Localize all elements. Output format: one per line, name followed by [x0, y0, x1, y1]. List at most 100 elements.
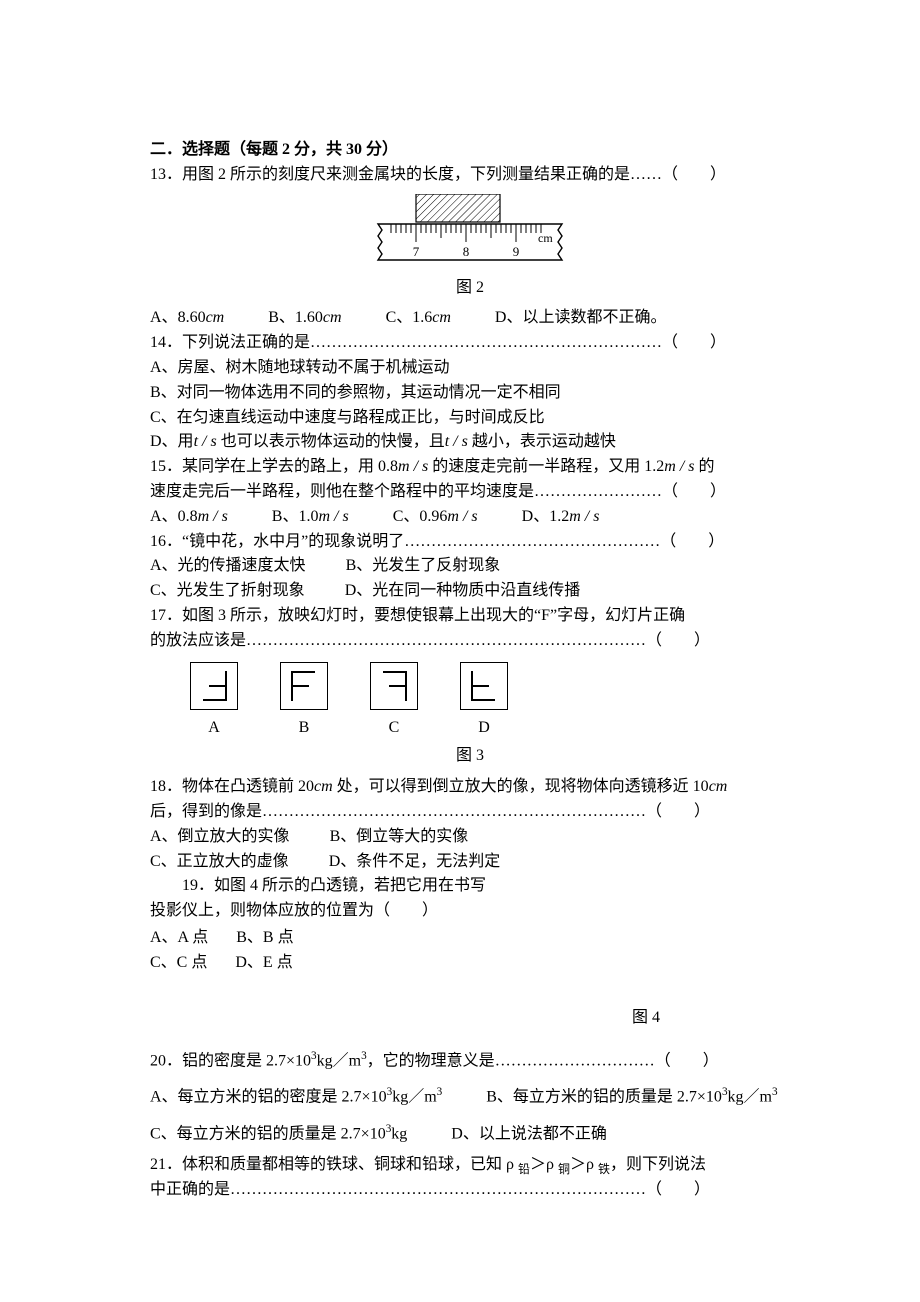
q17-label-b: B [280, 716, 328, 741]
q15-C: 0.96 [419, 508, 447, 525]
q14-optD: D、用t / s 也可以表示物体运动的快慢，且t / s 越小，表示运动越快 [150, 430, 790, 455]
q15-D: 1.2 [549, 508, 569, 525]
q21-l1a: 21．体积和质量都相等的铁球、铜球和铅球，已知 ρ [150, 1156, 518, 1173]
q18-line1: 18．物体在凸透镜前 20cm 处，可以得到倒立放大的像，现将物体向透镜移近 1… [150, 775, 790, 800]
q15-u1: m / s [398, 458, 428, 475]
q19-A: A、A 点 [150, 929, 208, 946]
q14-optA: A、房屋、树木随地球转动不属于机械运动 [150, 356, 790, 381]
q20-Ab: kg／m [392, 1089, 436, 1106]
q16-paren: （ ） [660, 533, 724, 550]
q17-paren: （ ） [646, 632, 710, 649]
q20-Cb: kg [391, 1125, 407, 1142]
q20-Ba: B、每立方米的铝的质量是 2.7×10 [486, 1089, 722, 1106]
q20-D: D、以上说法都不正确 [451, 1125, 607, 1142]
q16-row1: A、光的传播速度太快B、光发生了反射现象 [150, 554, 790, 579]
q18-u2: cm [709, 778, 728, 795]
q16-dots: ………………………………………… [404, 533, 660, 550]
q21-sub2: 铜 [558, 1162, 570, 1176]
q14-paren: （ ） [662, 334, 726, 351]
exam-page: 二．选择题（每题 2 分，共 30 分） 13．用图 2 所示的刻度尺来测金属块… [0, 0, 920, 1302]
q19-caption: 图 4 [150, 1006, 790, 1031]
q20-stem: 20．铝的密度是 2.7×103kg／m3，它的物理意义是…………………………（… [150, 1048, 790, 1074]
q17-l2-lead: 的放法应该是 [150, 632, 246, 649]
q20-paren: （ ） [655, 1053, 719, 1070]
q20-A-s2: 3 [437, 1086, 443, 1098]
q17-label-a: A [190, 716, 238, 741]
q15-dots: …………………… [534, 483, 662, 500]
q18-C: C、正立放大的虚像 [150, 853, 289, 870]
q20-B-s2: 3 [772, 1086, 778, 1098]
q17-figure: A B C [190, 662, 790, 770]
q20-row1: A、每立方米的铝的密度是 2.7×103kg／m3 B、每立方米的铝的质量是 2… [150, 1084, 790, 1110]
q18-A: A、倒立放大的实像 [150, 828, 290, 845]
q21-line2: 中正确的是……………………………………………………………………（ ） [150, 1178, 790, 1203]
q14-optB: B、对同一物体选用不同的参照物，其运动情况一定不相同 [150, 381, 790, 406]
q13-caption: 图 2 [150, 276, 790, 301]
q21-sub1: 铅 [518, 1162, 530, 1176]
section-header: 二．选择题（每题 2 分，共 30 分） [150, 138, 790, 163]
q19-row1: A、A 点 B、B 点 [150, 926, 790, 951]
q15-paren: （ ） [662, 483, 726, 500]
q14-d-post: 越小，表示运动越快 [468, 433, 616, 450]
q16-A: A、光的传播速度太快 [150, 557, 306, 574]
q13-optA-val: 8.60 [178, 309, 206, 326]
q17-box-a: A [190, 662, 238, 741]
q14-d-ts2: t / s [445, 433, 468, 450]
q14-optC: C、在匀速直线运动中速度与路程成正比，与时间成反比 [150, 406, 790, 431]
q15-A: 0.8 [178, 508, 198, 525]
q16-C: C、光发生了折射现象 [150, 582, 305, 599]
q15-l1b: 的速度走完前一半路程，又用 [428, 458, 644, 475]
q19-row2: C、C 点D、E 点 [150, 951, 790, 976]
q21-l2: 中正确的是 [150, 1181, 230, 1198]
q15-l1a: 15．某同学在上学去的路上，用 [150, 458, 378, 475]
q20-lc: ，它的物理意义是 [367, 1053, 495, 1070]
q13-optD: 以上读数都不正确。 [522, 309, 666, 326]
q21-gt2: ＞ρ [570, 1156, 598, 1173]
q18-dots: ……………………………………………………………… [262, 803, 646, 820]
q17-box-d: D [460, 662, 508, 741]
svg-text:9: 9 [513, 244, 520, 259]
q15-line2: 速度走完后一半路程，则他在整个路程中的平均速度是……………………（ ） [150, 480, 790, 505]
q18-row2: C、正立放大的虚像D、条件不足，无法判定 [150, 850, 790, 875]
q15-Du: m / s [569, 508, 599, 525]
q15-v2: 1.2 [644, 458, 664, 475]
q15-Au: m / s [198, 508, 228, 525]
q19-D: D、E 点 [235, 954, 292, 971]
q21-line1: 21．体积和质量都相等的铁球、铜球和铅球，已知 ρ 铅＞ρ 铜＞ρ 铁，则下列说… [150, 1153, 790, 1179]
q21-paren: （ ） [646, 1181, 710, 1198]
q21-gt1: ＞ρ [530, 1156, 558, 1173]
q14-d-ts1: t / s [194, 433, 217, 450]
q15-l2a: 速度走完后一半路程，则他在整个路程中的平均速度是 [150, 483, 534, 500]
q15-line1: 15．某同学在上学去的路上，用 0.8m / s 的速度走完前一半路程，又用 1… [150, 455, 790, 480]
q17-dots: ………………………………………………………………… [246, 632, 646, 649]
q17-line1: 17．如图 3 所示，放映幻灯时，要想使银幕上出现大的“F”字母，幻灯片正确 [150, 604, 790, 629]
q19-B: B、B 点 [236, 929, 293, 946]
q18-u1: cm [314, 778, 333, 795]
q13-optA-unit: cm [206, 309, 225, 326]
ruler-svg: 7 8 9 cm [370, 194, 570, 272]
q17-box-c: C [370, 662, 418, 741]
q17-line2: 的放法应该是…………………………………………………………………（ ） [150, 629, 790, 654]
q13-optB-unit: cm [323, 309, 342, 326]
q13-stem: 13．用图 2 所示的刻度尺来测金属块的长度，下列测量结果正确的是……（ ） [150, 163, 790, 188]
q13-optB-val: 1.60 [295, 309, 323, 326]
q13-optC-unit: cm [432, 309, 451, 326]
q15-u2: m / s [664, 458, 694, 475]
q14-lead: 14．下列说法正确的是 [150, 334, 310, 351]
q15-B: 1.0 [298, 508, 318, 525]
q21-sub3: 铁 [598, 1162, 610, 1176]
q17-label-c: C [370, 716, 418, 741]
q20-row2: C、每立方米的铝的质量是 2.7×103kg D、以上说法都不正确 [150, 1121, 790, 1147]
q20-Aa: A、每立方米的铝的密度是 2.7×10 [150, 1089, 387, 1106]
q17-label-d: D [460, 716, 508, 741]
q16-D: D、光在同一种物质中沿直线传播 [345, 582, 581, 599]
q14-stem: 14．下列说法正确的是…………………………………………………………（ ） [150, 331, 790, 356]
q16-stem: 16．“镜中花，水中月”的现象说明了…………………………………………（ ） [150, 530, 790, 555]
q18-l2: 后，得到的像是 [150, 803, 262, 820]
q15-l1c: 的 [695, 458, 715, 475]
q20-Bb: kg／m [728, 1089, 772, 1106]
q21-dots: …………………………………………………………………… [230, 1181, 646, 1198]
q18-row1: A、倒立放大的实像B、倒立等大的实像 [150, 825, 790, 850]
q18-l1b: 处，可以得到倒立放大的像，现将物体向透镜移近 10 [333, 778, 709, 795]
q14-dots: ………………………………………………………… [310, 334, 662, 351]
